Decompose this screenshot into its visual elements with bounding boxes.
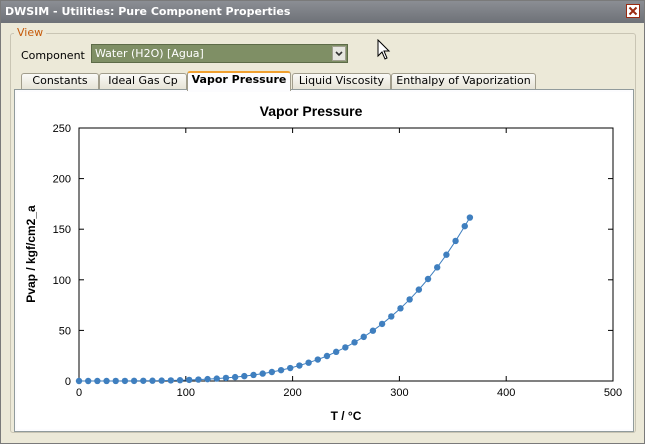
y-tick-label: 100 bbox=[53, 275, 71, 287]
data-point bbox=[296, 362, 303, 369]
x-tick-label: 200 bbox=[283, 387, 301, 399]
data-point bbox=[84, 377, 92, 385]
data-point bbox=[112, 377, 119, 385]
data-point bbox=[424, 275, 432, 283]
tab-enthalpy-of-vaporization[interactable]: Enthalpy of Vaporization bbox=[391, 73, 536, 89]
y-tick-label: 150 bbox=[53, 224, 71, 236]
data-point bbox=[250, 371, 257, 379]
y-axis: 0 50 100 150 200 250 bbox=[53, 123, 613, 388]
data-point bbox=[461, 222, 468, 230]
data-point bbox=[158, 377, 165, 384]
data-point bbox=[434, 264, 441, 271]
vapor-pressure-panel: Vapor Pressure 0 100 200 300 400 500 0 50 100 15… bbox=[14, 89, 634, 432]
data-point bbox=[452, 237, 459, 245]
x-axis: 0 100 200 300 400 500 bbox=[76, 128, 622, 399]
data-point bbox=[332, 348, 340, 356]
data-point bbox=[314, 356, 322, 363]
chart-title: Vapor Pressure bbox=[260, 103, 363, 119]
data-point bbox=[406, 296, 413, 303]
data-point bbox=[277, 366, 285, 374]
tab-liquid-viscosity[interactable]: Liquid Viscosity bbox=[292, 73, 391, 89]
tab-constants[interactable]: Constants bbox=[21, 73, 99, 89]
x-tick-label: 300 bbox=[390, 387, 408, 399]
data-point bbox=[268, 368, 276, 376]
data-point bbox=[121, 377, 129, 385]
data-point bbox=[360, 333, 367, 341]
data-point bbox=[287, 364, 294, 372]
x-axis-label: T / °C bbox=[331, 409, 362, 423]
data-point bbox=[195, 376, 202, 383]
data-point bbox=[241, 372, 248, 380]
window-title: DWSIM - Utilities: Pure Component Proper… bbox=[5, 5, 291, 18]
y-tick-label: 50 bbox=[59, 325, 71, 337]
y-tick-label: 250 bbox=[53, 123, 71, 135]
data-point bbox=[213, 375, 220, 382]
data-point bbox=[415, 286, 423, 293]
data-point bbox=[231, 373, 239, 381]
data-point bbox=[323, 352, 331, 360]
title-bar[interactable]: DWSIM - Utilities: Pure Component Proper… bbox=[1, 1, 644, 23]
data-point bbox=[259, 370, 266, 377]
data-point bbox=[167, 377, 175, 384]
data-point bbox=[397, 305, 404, 312]
data-point bbox=[140, 377, 147, 384]
component-label: Component bbox=[21, 49, 85, 62]
data-point bbox=[94, 377, 101, 385]
data-point bbox=[222, 374, 230, 382]
plot-frame bbox=[78, 127, 614, 382]
data-point bbox=[176, 377, 184, 384]
chart-area: Vapor Pressure 0 100 200 300 400 500 0 50 100 15… bbox=[17, 92, 631, 429]
tab-ideal-gas-cp[interactable]: Ideal Gas Cp bbox=[99, 73, 187, 89]
series-layer bbox=[75, 214, 474, 385]
data-point bbox=[443, 251, 450, 258]
data-point bbox=[466, 214, 474, 221]
data-point bbox=[342, 344, 349, 351]
data-point bbox=[103, 377, 110, 385]
data-point bbox=[369, 327, 377, 334]
data-point bbox=[75, 377, 83, 385]
y-tick-label: 0 bbox=[65, 376, 71, 388]
y-axis-label: Pvap / kgf/cm2_a bbox=[24, 205, 38, 303]
data-point bbox=[149, 377, 156, 384]
data-point bbox=[378, 320, 386, 328]
component-select[interactable]: Water (H2O) [Agua] bbox=[91, 44, 348, 63]
x-tick-label: 500 bbox=[604, 387, 622, 399]
close-button[interactable] bbox=[626, 4, 640, 18]
data-point bbox=[130, 377, 138, 385]
vapor-pressure-chart: Vapor Pressure 0 100 200 300 400 500 0 50 100 15… bbox=[24, 103, 622, 423]
x-tick-label: 0 bbox=[76, 387, 82, 399]
x-tick-label: 400 bbox=[497, 387, 515, 399]
close-icon bbox=[628, 6, 638, 16]
data-point bbox=[204, 375, 211, 383]
data-point bbox=[305, 359, 312, 366]
data-point bbox=[186, 376, 193, 384]
y-tick-label: 200 bbox=[53, 174, 71, 186]
view-group-caption: View bbox=[14, 26, 47, 39]
mouse-cursor-icon bbox=[377, 39, 391, 60]
tab-vapor-pressure[interactable]: Vapor Pressure bbox=[187, 71, 291, 91]
chevron-down-icon bbox=[335, 51, 343, 57]
x-tick-label: 100 bbox=[177, 387, 195, 399]
view-group bbox=[10, 33, 636, 433]
component-dropdown-button[interactable] bbox=[332, 46, 346, 61]
data-point bbox=[388, 313, 395, 320]
data-point bbox=[351, 339, 358, 346]
component-select-value: Water (H2O) [Agua] bbox=[95, 47, 204, 60]
